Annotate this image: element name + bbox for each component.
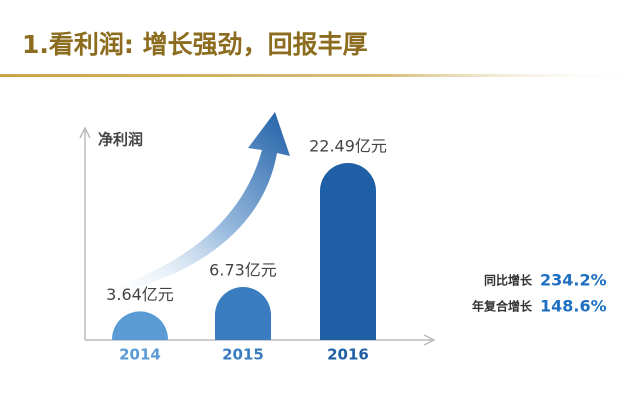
value-label: 6.73亿元 [209,261,277,280]
slide-title: 1.看利润: 增长强劲，回报丰厚 [22,30,368,59]
y-axis-label: 净利润 [98,131,143,149]
x-tick-label: 2015 [222,346,264,364]
stat-label: 年复合增长 [472,299,533,314]
stat-value: 148.6% [540,297,607,316]
bar [215,287,271,340]
x-tick-label: 2016 [327,346,369,364]
x-axis-arrow [423,334,436,346]
stat-label: 同比增长 [484,273,533,288]
value-label: 3.64亿元 [106,285,174,304]
bar [320,163,376,340]
value-label: 22.49亿元 [309,137,387,156]
y-axis-arrow [79,126,91,139]
stat-value: 234.2% [540,271,607,290]
growth-arrow [100,112,290,296]
x-tick-label: 2014 [119,346,161,364]
title-rule [0,74,644,77]
bar [112,311,168,340]
